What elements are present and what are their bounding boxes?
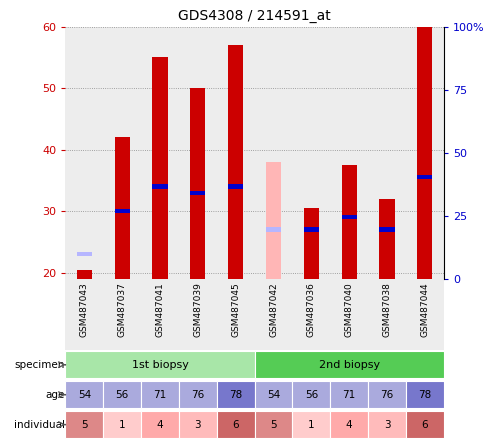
Bar [76,270,92,279]
Bar [330,411,367,438]
Bar [65,381,103,408]
Bar [367,381,405,408]
Bar [65,411,103,438]
Bar [141,381,179,408]
Text: specimen: specimen [15,360,64,370]
Bar [330,381,367,408]
Text: 4: 4 [345,420,352,430]
Bar [152,184,167,189]
Bar [141,279,179,350]
Text: GSM487038: GSM487038 [382,282,391,337]
Text: 6: 6 [421,420,427,430]
Bar [405,279,443,350]
Bar [254,351,443,378]
Text: GSM487037: GSM487037 [118,282,126,337]
Bar [114,137,130,279]
Text: 78: 78 [228,390,242,400]
Bar [254,411,292,438]
Text: 3: 3 [194,420,201,430]
Bar [216,381,254,408]
Bar [65,351,254,378]
Bar [330,279,367,350]
Text: 5: 5 [270,420,276,430]
Bar [378,199,394,279]
Bar [103,381,141,408]
Bar [405,381,443,408]
Bar [367,27,405,279]
Text: 5: 5 [81,420,88,430]
Text: GSM487040: GSM487040 [344,282,353,337]
Bar [416,27,432,279]
Text: GSM487044: GSM487044 [420,282,428,337]
Bar [405,27,443,279]
Bar [292,411,330,438]
Bar [341,215,356,219]
Text: GSM487039: GSM487039 [193,282,202,337]
Text: GSM487045: GSM487045 [231,282,240,337]
Bar [152,57,167,279]
Text: 54: 54 [266,390,280,400]
Text: GSM487036: GSM487036 [306,282,315,337]
Bar [114,209,130,213]
Bar [141,27,179,279]
Bar [216,411,254,438]
Bar [65,279,103,350]
Text: 76: 76 [191,390,204,400]
Text: 56: 56 [304,390,318,400]
Bar [254,27,292,279]
Text: age: age [45,390,64,400]
Bar [179,381,216,408]
Bar [341,165,356,279]
Bar [216,279,254,350]
Bar [303,227,318,232]
Text: GSM487041: GSM487041 [155,282,164,337]
Bar [179,279,216,350]
Text: 3: 3 [383,420,390,430]
Bar [265,162,281,279]
Bar [292,27,330,279]
Bar [179,411,216,438]
Text: GSM487043: GSM487043 [80,282,89,337]
Bar [367,411,405,438]
Text: 1: 1 [307,420,314,430]
Text: 71: 71 [153,390,166,400]
Bar [405,411,443,438]
Bar [254,381,292,408]
Text: 54: 54 [77,390,91,400]
Bar [190,88,205,279]
Text: 71: 71 [342,390,355,400]
Bar [378,227,394,232]
Text: GSM487042: GSM487042 [269,282,277,337]
Bar [367,279,405,350]
Bar [76,252,92,256]
Text: 56: 56 [115,390,129,400]
Text: 1: 1 [119,420,125,430]
Bar [190,190,205,195]
Bar [303,208,318,279]
Bar [292,381,330,408]
Bar [416,175,432,179]
Bar [265,227,281,232]
Bar [103,411,141,438]
Bar [65,27,103,279]
Text: 4: 4 [156,420,163,430]
Title: GDS4308 / 214591_at: GDS4308 / 214591_at [178,9,330,23]
Text: 76: 76 [379,390,393,400]
Bar [103,279,141,350]
Bar [103,27,141,279]
Bar [330,27,367,279]
Bar [227,45,243,279]
Text: 78: 78 [417,390,431,400]
Bar [216,27,254,279]
Bar [179,27,216,279]
Text: individual: individual [14,420,64,430]
Text: 2nd biopsy: 2nd biopsy [318,360,379,370]
Bar [254,279,292,350]
Text: 6: 6 [232,420,239,430]
Bar [227,184,243,189]
Bar [141,411,179,438]
Text: 1st biopsy: 1st biopsy [131,360,188,370]
Bar [292,279,330,350]
